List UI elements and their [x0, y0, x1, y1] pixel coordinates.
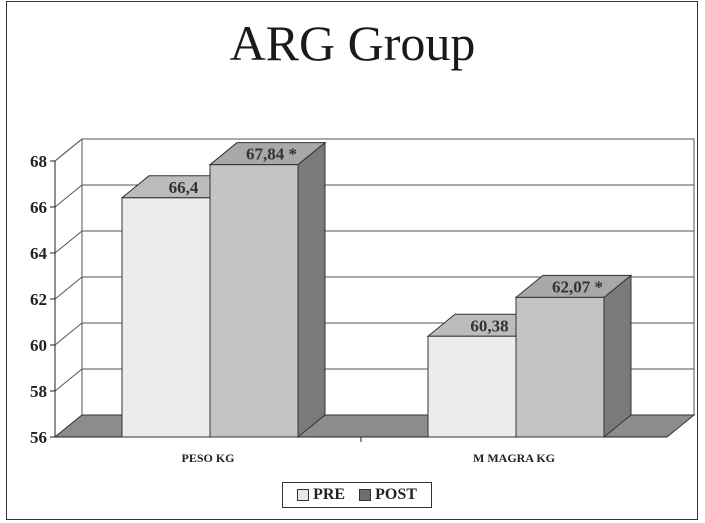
gridline: [54, 276, 694, 300]
legend-label-post: POST: [375, 486, 417, 503]
legend-label-pre: PRE: [313, 486, 346, 503]
bar-side-post: [603, 274, 632, 439]
legend-item-post: POST: [359, 486, 417, 504]
data-label-post: 67,84 *: [246, 145, 297, 164]
y-tick-label: 66: [30, 198, 47, 217]
bar-post: [209, 164, 299, 438]
legend-item-pre: PRE: [297, 486, 345, 504]
y-tick-label: 68: [30, 152, 47, 171]
x-tick-label: M MAGRA KG: [473, 451, 555, 465]
y-tick-label: 58: [30, 382, 47, 401]
chart-title: ARG Group: [229, 15, 476, 71]
y-tick-label: 62: [30, 290, 47, 309]
bar-post: [515, 296, 605, 438]
gridline: [54, 138, 694, 162]
y-tick-label: 56: [30, 428, 47, 447]
bar-side-post: [297, 141, 326, 439]
gridline: [54, 184, 694, 208]
data-label-pre: 66,4: [169, 178, 199, 197]
x-tick-label: PESO KG: [181, 451, 234, 465]
data-label-post: 62,07 *: [552, 277, 603, 296]
chart-legend: PRE POST: [282, 482, 432, 508]
gridline: [54, 230, 694, 254]
bar-pre: [427, 335, 517, 438]
bar-pre: [121, 197, 211, 438]
y-tick-label: 64: [30, 244, 48, 263]
legend-swatch-post: [359, 489, 372, 501]
legend-swatch-pre: [297, 489, 310, 501]
y-tick-label: 60: [30, 336, 47, 355]
data-label-pre: 60,38: [470, 316, 508, 335]
